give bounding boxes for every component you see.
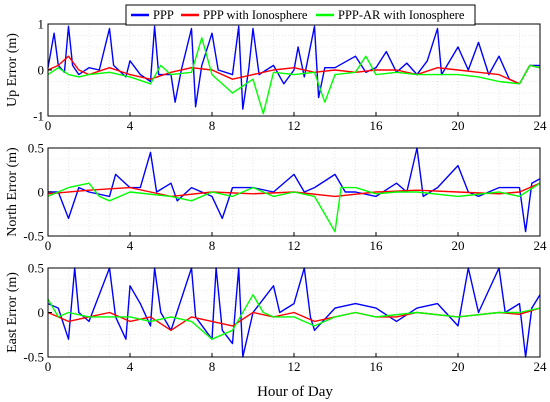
- x-tick-label: 24: [534, 238, 548, 253]
- x-tick-label: 0: [45, 359, 52, 374]
- x-tick-label: 8: [209, 118, 216, 133]
- x-tick-label: 12: [288, 238, 301, 253]
- y-axis-label-up: Up Error (m): [5, 33, 20, 107]
- x-tick-label: 16: [370, 359, 384, 374]
- x-tick-label: 24: [534, 118, 548, 133]
- legend-box: [125, 4, 476, 26]
- x-tick-label: 12: [288, 118, 301, 133]
- y-tick-label: 0.5: [28, 261, 44, 276]
- x-tick-label: 4: [127, 359, 134, 374]
- series-ppp-ar-with-ionosphere-east: [47, 294, 541, 340]
- y-tick-label: 0: [38, 185, 45, 200]
- y-tick-label: 0.5: [28, 141, 44, 156]
- legend-label-ppp-iono: PPP with Ionosphere: [203, 8, 308, 22]
- x-tick-label: 20: [452, 118, 465, 133]
- x-axis-label: Hour of Day: [257, 384, 333, 400]
- y-axis-label-north: North Error (m): [5, 147, 20, 237]
- series-ppp-up: [47, 25, 540, 110]
- series-ppp-north: [48, 147, 541, 233]
- y-tick-label: -0.5: [23, 350, 44, 365]
- x-tick-label: 4: [127, 238, 134, 253]
- y-tick-label: 1: [38, 17, 45, 32]
- x-tick-label: 24: [534, 359, 548, 374]
- legend: PPP PPP with Ionosphere PPP-AR with Iono…: [125, 4, 476, 26]
- x-tick-label: 8: [209, 359, 216, 374]
- x-tick-label: 0: [45, 118, 52, 133]
- series-ppp-ar-with-ionosphere-up: [47, 37, 541, 115]
- x-tick-label: 16: [370, 238, 384, 253]
- y-tick-label: 0: [38, 305, 45, 320]
- x-tick-label: 12: [288, 359, 301, 374]
- y-tick-label: -0.5: [23, 229, 44, 244]
- x-tick-label: 4: [127, 118, 134, 133]
- series-ppp-with-ionosphere-up: [47, 55, 541, 85]
- y-tick-label: 0: [38, 63, 45, 78]
- series-ppp-ar-with-ionosphere-north: [47, 182, 541, 233]
- y-tick-label: -1: [33, 109, 44, 124]
- x-tick-label: 16: [370, 118, 384, 133]
- x-tick-label: 20: [452, 359, 465, 374]
- legend-label-ppp: PPP: [153, 8, 174, 22]
- x-tick-label: 20: [452, 238, 465, 253]
- x-tick-label: 8: [209, 238, 216, 253]
- x-tick-label: 0: [45, 238, 52, 253]
- y-axis-label-east: East Error (m): [5, 272, 20, 353]
- legend-label-ppp-ar-iono: PPP-AR with Ionosphere: [338, 8, 465, 22]
